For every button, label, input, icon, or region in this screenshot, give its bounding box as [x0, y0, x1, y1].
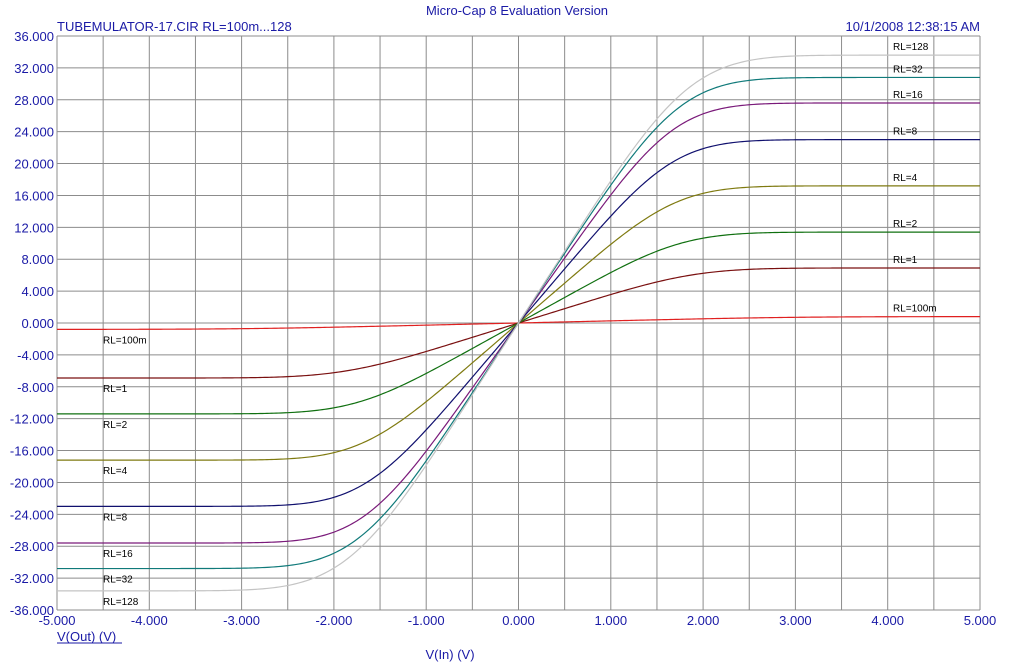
x-tick-label: -3.000 [223, 613, 260, 628]
y-tick-label: 36.000 [14, 29, 54, 44]
x-tick-label: 1.000 [595, 613, 628, 628]
x-tick-label: -5.000 [39, 613, 76, 628]
series-label-right: RL=8 [893, 127, 918, 138]
y-axis-label: V(Out) (V) [57, 629, 116, 644]
series-label-right: RL=2 [893, 219, 918, 230]
y-tick-label: 16.000 [14, 188, 54, 203]
window-title: Micro-Cap 8 Evaluation Version [426, 3, 608, 18]
y-tick-label: -24.000 [10, 507, 54, 522]
y-tick-label: 4.000 [21, 284, 54, 299]
series-label-left: RL=8 [103, 512, 128, 523]
y-tick-label: -16.000 [10, 444, 54, 459]
timestamp: 10/1/2008 12:38:15 AM [846, 19, 980, 34]
y-tick-label: 32.000 [14, 61, 54, 76]
x-tick-label: 3.000 [779, 613, 812, 628]
series-line [57, 54, 980, 592]
series-label-right: RL=128 [893, 42, 929, 53]
series-label-left: RL=16 [103, 549, 133, 560]
x-axis-label: V(In) (V) [425, 647, 474, 662]
y-tick-label: 24.000 [14, 125, 54, 140]
y-tick-label: -32.000 [10, 571, 54, 586]
series-label-left: RL=100m [103, 335, 147, 346]
series-group [57, 54, 980, 592]
y-tick-label: -20.000 [10, 475, 54, 490]
x-tick-label: 5.000 [964, 613, 997, 628]
series-label-left: RL=1 [103, 384, 128, 395]
grid-lines [56, 35, 981, 611]
y-tick-label: -8.000 [17, 380, 54, 395]
y-tick-label: 28.000 [14, 93, 54, 108]
series-label-right: RL=16 [893, 90, 923, 101]
y-tick-label: -12.000 [10, 412, 54, 427]
series-labels: RL=100m RL=100m RL=1 RL=1 RL=2 RL=2 RL=4 RL=4 RL… [103, 42, 937, 608]
circuit-title: TUBEMULATOR-17.CIR RL=100m...128 [57, 19, 292, 34]
series-label-right: RL=1 [893, 255, 918, 266]
x-tick-label: -1.000 [408, 613, 445, 628]
x-tick-label: -4.000 [131, 613, 168, 628]
series-label-right: RL=100m [893, 304, 937, 315]
x-tick-label: 4.000 [871, 613, 904, 628]
tick-labels: -5.000 -4.000 -3.000 -2.000 -1.000 0.000 1.000… [10, 29, 996, 628]
y-tick-label: 12.000 [14, 220, 54, 235]
series-label-left: RL=2 [103, 420, 128, 431]
x-tick-label: -2.000 [315, 613, 352, 628]
series-label-left: RL=4 [103, 466, 128, 477]
y-tick-label: -4.000 [17, 348, 54, 363]
series-label-left: RL=128 [103, 597, 139, 608]
y-tick-label: 8.000 [21, 252, 54, 267]
y-tick-label: -36.000 [10, 603, 54, 618]
y-tick-label: 0.000 [21, 316, 54, 331]
y-tick-label: -28.000 [10, 539, 54, 554]
y-tick-label: 20.000 [14, 157, 54, 172]
series-label-left: RL=32 [103, 575, 133, 586]
series-label-right: RL=32 [893, 64, 923, 75]
x-tick-label: 2.000 [687, 613, 720, 628]
x-tick-label: 0.000 [502, 613, 535, 628]
series-label-right: RL=4 [893, 173, 918, 184]
